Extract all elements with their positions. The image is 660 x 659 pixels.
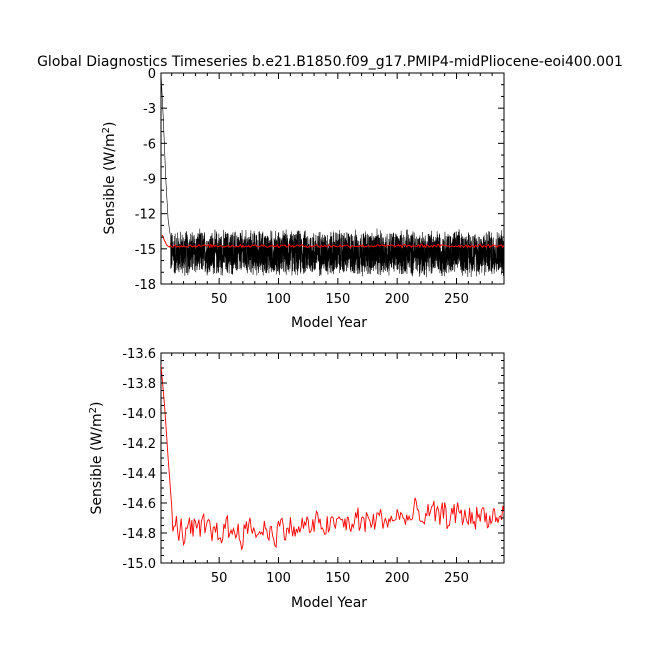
top-y-axis-label: Sensible (W/m2) <box>101 122 118 235</box>
top-series-group <box>161 73 504 278</box>
x-tick-label: 50 <box>211 571 228 586</box>
panel-top: 0 -3 -6 -9 -12 -15 -18 50 100 150 200 250 Model Ye… <box>101 67 505 331</box>
top-x-tick-labels: 50 100 150 200 250 <box>211 292 469 307</box>
y-tick-label: -14.8 <box>122 527 156 542</box>
bottom-y-tick-labels: -13.6 -13.8 -14.0 -14.2 -14.4 -14.6 -14.8 -15.0 <box>122 347 156 572</box>
top-y-tick-labels: 0 -3 -6 -9 -12 -15 -18 <box>135 67 156 293</box>
panel-bottom: -13.6 -13.8 -14.0 -14.2 -14.4 -14.6 -14.8 -15.0… <box>88 347 505 611</box>
y-tick-label: 0 <box>148 67 156 82</box>
y-tick-label: -18 <box>135 278 156 293</box>
y-tick-label: -9 <box>143 173 156 188</box>
series-line-red <box>161 364 504 550</box>
series-line-red <box>161 234 504 249</box>
bottom-x-tick-labels: 50 100 150 200 250 <box>211 571 469 586</box>
y-tick-label: -12 <box>135 208 156 223</box>
x-tick-label: 150 <box>325 292 350 307</box>
y-tick-label: -6 <box>143 137 156 152</box>
bottom-series-group <box>161 364 504 550</box>
bottom-x-axis-label: Model Year <box>291 595 367 611</box>
y-tick-label: -15 <box>135 243 156 258</box>
x-tick-label: 50 <box>211 292 228 307</box>
x-tick-label: 100 <box>266 292 291 307</box>
top-tick-marks <box>161 72 505 285</box>
x-tick-label: 200 <box>385 571 410 586</box>
x-tick-label: 200 <box>385 292 410 307</box>
top-x-axis-label: Model Year <box>291 315 367 331</box>
y-tick-label: -13.6 <box>122 347 156 362</box>
y-tick-label: -3 <box>143 102 156 117</box>
y-tick-label: -14.0 <box>122 407 156 422</box>
x-tick-label: 100 <box>266 571 291 586</box>
bottom-y-axis-label: Sensible (W/m2) <box>88 402 105 515</box>
series-line-black <box>161 73 504 278</box>
bottom-tick-marks <box>161 352 505 564</box>
y-tick-label: -13.8 <box>122 377 156 392</box>
x-tick-label: 250 <box>444 571 469 586</box>
figure-title: Global Diagnostics Timeseries b.e21.B185… <box>37 54 623 70</box>
y-tick-label: -14.2 <box>122 437 156 452</box>
y-tick-label: -14.6 <box>122 497 156 512</box>
x-tick-label: 250 <box>444 292 469 307</box>
y-tick-label: -15.0 <box>122 557 156 572</box>
y-tick-label: -14.4 <box>122 467 156 482</box>
x-tick-label: 150 <box>325 571 350 586</box>
